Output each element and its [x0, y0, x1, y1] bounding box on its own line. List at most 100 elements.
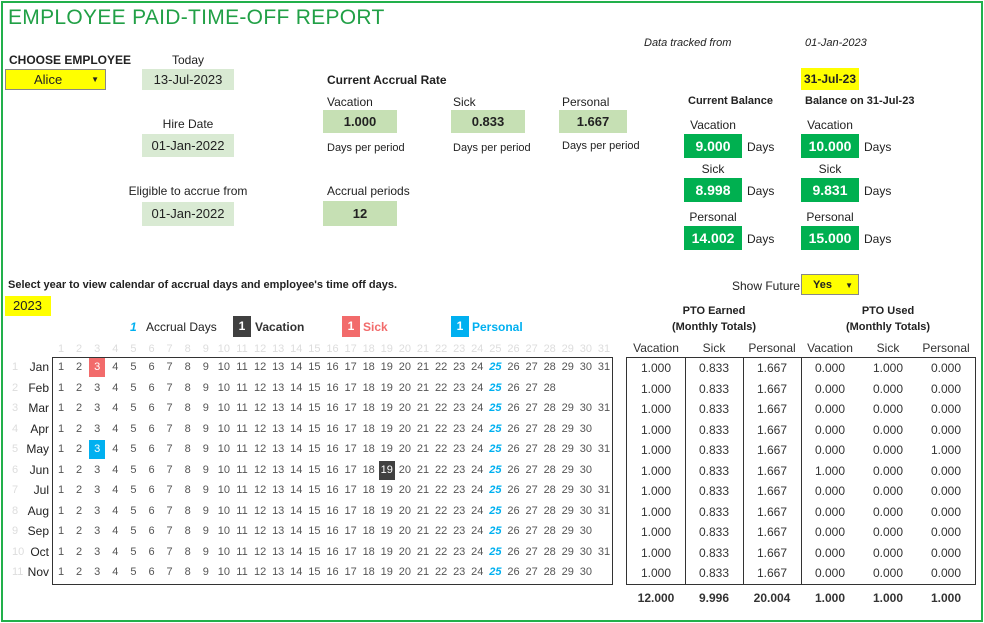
day-cell[interactable]: 24 — [471, 422, 484, 435]
day-cell[interactable]: 12 — [253, 525, 267, 537]
day-cell[interactable]: 16 — [326, 525, 339, 537]
day-cell[interactable]: 19 — [380, 402, 393, 414]
day-cell[interactable]: 3 — [94, 422, 101, 435]
day-cell[interactable]: 10 — [217, 381, 231, 394]
day-cell[interactable]: 7 — [166, 525, 173, 537]
day-cell[interactable]: 28 — [543, 504, 556, 517]
day-cell[interactable]: 20 — [398, 361, 412, 373]
day-cell[interactable]: 19 — [380, 504, 393, 517]
day-cell[interactable]: 2 — [76, 381, 83, 394]
day-cell[interactable]: 31 — [597, 484, 611, 496]
day-cell[interactable]: 3 — [94, 525, 101, 537]
day-cell[interactable]: 6 — [148, 463, 155, 476]
day-cell[interactable]: 6 — [148, 402, 155, 414]
day-cell[interactable]: 30 — [579, 422, 593, 435]
day-cell[interactable]: 11 — [236, 566, 248, 578]
day-cell[interactable]: 10 — [217, 463, 231, 476]
day-vacation[interactable]: 19 — [378, 460, 395, 480]
day-cell[interactable]: 29 — [561, 504, 574, 517]
day-cell[interactable]: 22 — [434, 381, 448, 394]
day-cell[interactable]: 19 — [380, 361, 393, 373]
day-cell[interactable]: 14 — [290, 402, 303, 414]
day-cell[interactable]: 14 — [290, 504, 303, 517]
day-cell[interactable]: 26 — [507, 504, 520, 517]
day-cell[interactable]: 1 — [57, 545, 65, 558]
day-cell[interactable]: 7 — [166, 463, 173, 476]
day-cell[interactable]: 29 — [561, 422, 574, 435]
day-cell[interactable]: 23 — [453, 402, 466, 414]
day-cell[interactable]: 7 — [166, 381, 173, 394]
day-cell[interactable]: 5 — [130, 443, 137, 455]
day-cell[interactable]: 21 — [416, 504, 430, 517]
day-cell[interactable]: 19 — [380, 545, 393, 558]
day-cell[interactable]: 10 — [217, 361, 231, 373]
day-cell[interactable]: 2 — [76, 422, 83, 435]
day-cell[interactable]: 15 — [308, 545, 321, 558]
day-cell[interactable]: 4 — [112, 361, 119, 373]
balance-date[interactable]: 31-Jul-23 — [801, 68, 859, 90]
day-cell[interactable]: 18 — [362, 545, 375, 558]
day-cell[interactable]: 31 — [597, 504, 611, 517]
day-cell[interactable]: 2 — [76, 402, 83, 414]
day-cell[interactable]: 1 — [57, 525, 65, 537]
day-cell[interactable]: 18 — [362, 525, 375, 537]
day-cell[interactable]: 20 — [398, 402, 412, 414]
day-cell[interactable]: 23 — [453, 443, 466, 455]
day-cell[interactable]: 8 — [184, 463, 191, 476]
day-cell[interactable]: 29 — [561, 402, 574, 414]
day-cell[interactable]: 30 — [579, 463, 593, 476]
day-cell[interactable]: 1 — [57, 361, 65, 373]
day-cell[interactable]: 5 — [130, 504, 137, 517]
day-cell[interactable]: 13 — [272, 361, 285, 373]
day-cell[interactable]: 12 — [253, 381, 267, 394]
day-cell[interactable]: 12 — [253, 504, 267, 517]
day-cell[interactable]: 2 — [76, 566, 83, 578]
day-cell[interactable]: 1 — [57, 484, 65, 496]
day-cell[interactable]: 15 — [308, 525, 321, 537]
day-cell[interactable]: 8 — [184, 566, 191, 578]
day-cell[interactable]: 9 — [202, 504, 209, 517]
day-accrual[interactable]: 25 — [489, 422, 502, 435]
day-cell[interactable]: 16 — [326, 361, 339, 373]
day-cell[interactable]: 11 — [236, 361, 248, 373]
day-cell[interactable]: 17 — [344, 402, 357, 414]
day-cell[interactable]: 12 — [253, 361, 267, 373]
day-cell[interactable]: 20 — [398, 443, 412, 455]
day-cell[interactable]: 7 — [166, 504, 173, 517]
day-cell[interactable]: 15 — [308, 504, 321, 517]
day-cell[interactable]: 8 — [184, 422, 191, 435]
day-cell[interactable]: 19 — [380, 422, 393, 435]
day-cell[interactable]: 4 — [112, 422, 119, 435]
day-cell[interactable]: 24 — [471, 545, 484, 558]
day-cell[interactable]: 22 — [434, 484, 448, 496]
day-cell[interactable]: 18 — [362, 402, 375, 414]
day-cell[interactable]: 17 — [344, 484, 357, 496]
day-cell[interactable]: 22 — [434, 566, 448, 578]
day-cell[interactable]: 4 — [112, 545, 119, 558]
day-cell[interactable]: 23 — [453, 545, 466, 558]
day-cell[interactable]: 13 — [272, 402, 285, 414]
day-cell[interactable]: 5 — [130, 361, 137, 373]
day-cell[interactable]: 12 — [253, 422, 267, 435]
day-cell[interactable]: 29 — [561, 566, 574, 578]
day-cell[interactable]: 3 — [94, 545, 101, 558]
day-cell[interactable]: 15 — [308, 463, 321, 476]
day-cell[interactable]: 20 — [398, 381, 412, 394]
day-cell[interactable]: 11 — [236, 422, 248, 435]
day-cell[interactable]: 18 — [362, 504, 375, 517]
day-cell[interactable]: 9 — [202, 463, 209, 476]
day-cell[interactable]: 7 — [166, 361, 173, 373]
day-cell[interactable]: 11 — [236, 545, 248, 558]
day-cell[interactable]: 5 — [130, 566, 137, 578]
day-accrual[interactable]: 25 — [489, 463, 502, 476]
day-cell[interactable]: 4 — [112, 443, 119, 455]
day-cell[interactable]: 24 — [471, 504, 484, 517]
day-cell[interactable]: 28 — [543, 443, 556, 455]
day-cell[interactable]: 12 — [253, 545, 267, 558]
day-cell[interactable]: 21 — [416, 484, 430, 496]
day-cell[interactable]: 6 — [148, 504, 155, 517]
day-accrual[interactable]: 25 — [489, 566, 502, 578]
day-cell[interactable]: 24 — [471, 484, 484, 496]
day-cell[interactable]: 24 — [471, 463, 484, 476]
day-cell[interactable]: 28 — [543, 422, 556, 435]
